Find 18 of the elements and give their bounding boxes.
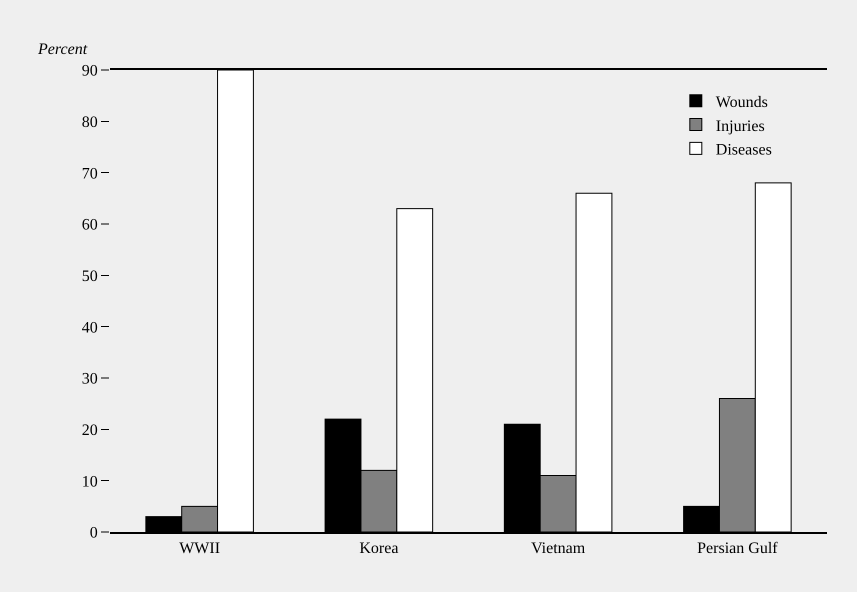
legend-label: Wounds: [716, 94, 768, 111]
y-axis-title: Percent: [37, 41, 88, 58]
y-tick-label: 10: [82, 473, 98, 490]
legend-label: Injuries: [716, 118, 765, 135]
x-tick-label: Vietnam: [531, 540, 586, 558]
y-tick-label: 90: [82, 62, 98, 80]
y-tick-label: 50: [82, 268, 98, 285]
x-tick-label: Persian Gulf: [697, 540, 778, 558]
x-tick-label: Korea: [359, 540, 398, 558]
y-tick-label: 40: [82, 319, 98, 336]
y-tick-label: 20: [82, 422, 98, 439]
x-tick-label: WWII: [179, 540, 220, 558]
y-tick-label: 70: [82, 165, 98, 182]
y-tick-label: 60: [82, 216, 98, 234]
y-tick-label: 80: [82, 114, 98, 131]
y-tick-label: 30: [82, 370, 98, 388]
y-tick-label: 0: [90, 524, 98, 542]
legend-label: Diseases: [716, 142, 772, 159]
